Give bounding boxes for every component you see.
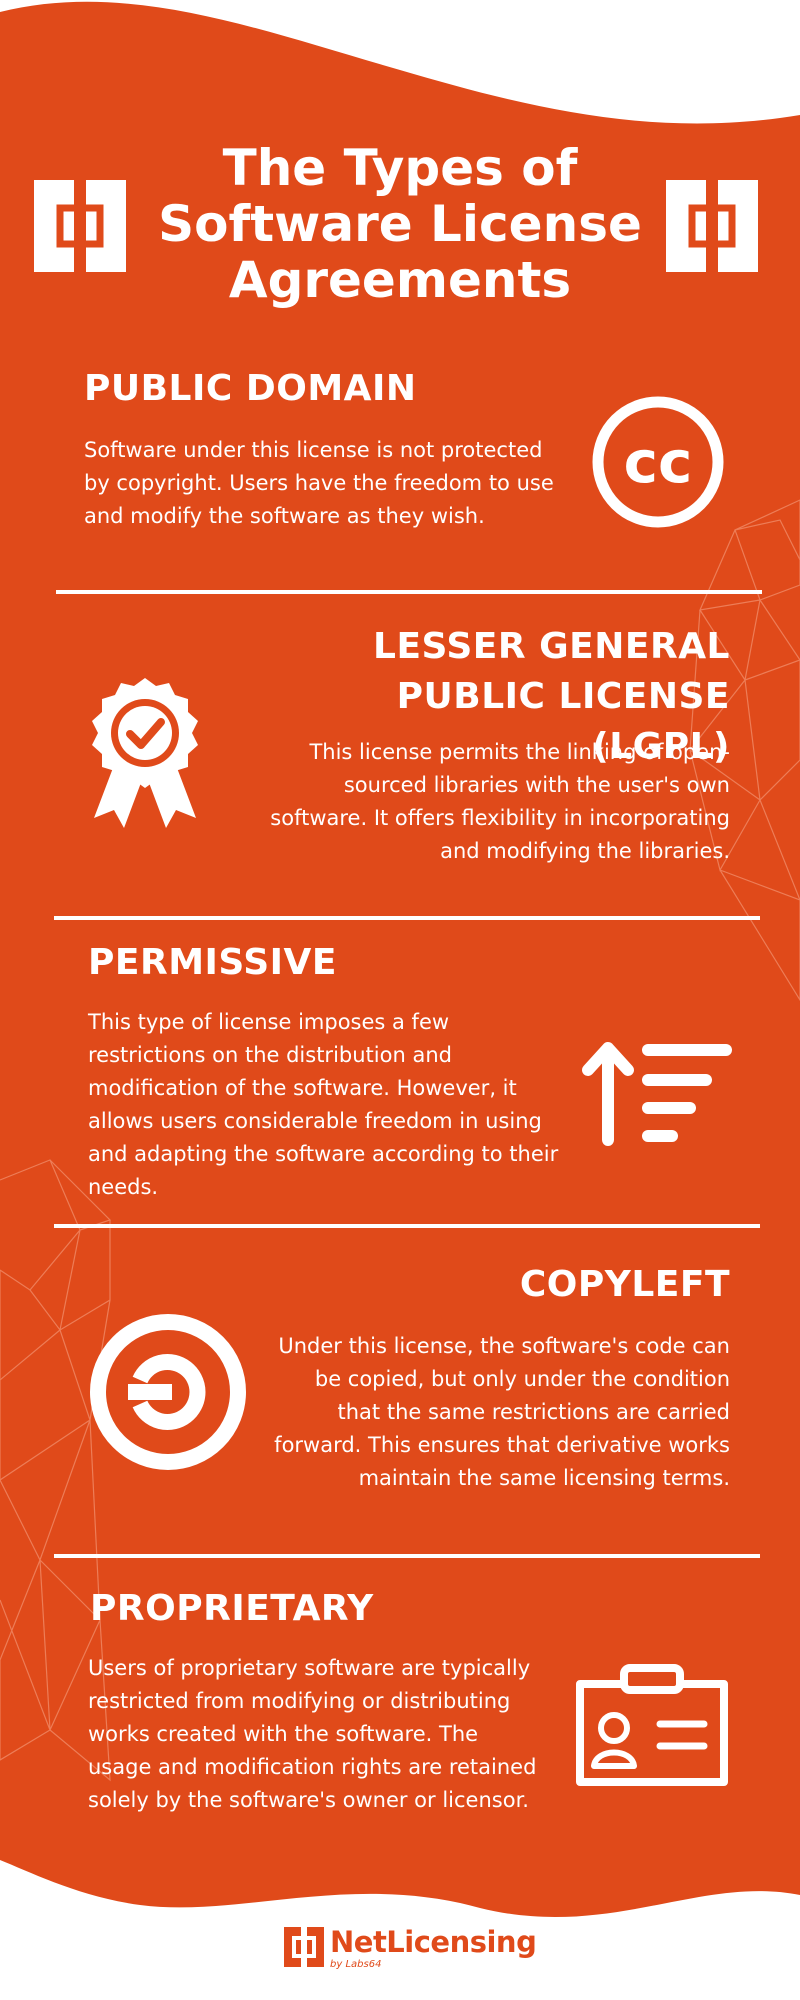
section-text-copyleft: Under this license, the software's code … (250, 1330, 730, 1495)
heading-line: PERMISSIVE (88, 942, 338, 983)
text-line: and modifying the libraries. (440, 839, 730, 863)
footer-brand: NetLicensing by Labs64 (284, 1925, 564, 1971)
section-heading-lgpl: LESSER GENERAL PUBLIC LICENSE (LGPL) (250, 622, 730, 772)
text-line: sourced libraries with the user's own (343, 773, 730, 797)
section-heading-permissive: PERMISSIVE (88, 938, 568, 988)
heading-line: PUBLIC LICENSE (LGPL) (396, 676, 730, 767)
heading-line: PROPRIETARY (90, 1588, 374, 1629)
section-heading-public-domain: PUBLIC DOMAIN (84, 364, 604, 414)
bracket-square-icon (666, 180, 758, 272)
section-divider (54, 1554, 760, 1558)
text-line: and modify the software as they wish. (84, 504, 485, 528)
text-line: software. It offers flexibility in incor… (270, 806, 730, 830)
page-title: The Types of Software License Agreements (140, 140, 660, 308)
sort-ascending-icon (580, 1040, 736, 1146)
title-line-2: Software License (158, 195, 642, 253)
header-logo-right (666, 180, 758, 272)
mesh-decoration-right (689, 499, 800, 1002)
text-line: by copyright. Users have the freedom to … (84, 471, 554, 495)
text-line: Software under this license is not prote… (84, 438, 543, 462)
text-line: forward. This ensures that derivative wo… (274, 1433, 730, 1457)
id-badge-icon (574, 1664, 730, 1788)
text-line: allows users considerable freedom in usi… (88, 1109, 542, 1133)
brand-name: NetLicensing (330, 1925, 537, 1959)
header-logo-left (34, 180, 126, 272)
text-line: needs. (88, 1175, 159, 1199)
title-line-1: The Types of (222, 139, 578, 197)
brand-byline: by Labs64 (330, 1959, 382, 1970)
text-line: and adapting the software according to t… (88, 1142, 559, 1166)
bracket-square-icon (34, 180, 126, 272)
heading-line: LESSER GENERAL (373, 626, 730, 667)
text-line: usage and modification rights are retain… (88, 1755, 537, 1779)
text-line: This type of license imposes a few (88, 1010, 450, 1034)
section-heading-proprietary: PROPRIETARY (90, 1584, 570, 1634)
heading-line: COPYLEFT (519, 1264, 730, 1305)
section-text-public-domain: Software under this license is not prote… (84, 434, 584, 533)
text-line: works created with the software. The (88, 1722, 479, 1746)
mesh-decoration-left (0, 1159, 112, 1782)
text-line: restricted from modifying or distributin… (88, 1689, 511, 1713)
section-heading-copyleft: COPYLEFT (330, 1260, 730, 1310)
creative-commons-icon: cc (590, 394, 726, 530)
text-line: modification of the software. However, i… (88, 1076, 517, 1100)
text-line: Under this license, the software's code … (278, 1334, 730, 1358)
netlicensing-logo-icon (284, 1927, 324, 1967)
section-divider (56, 590, 762, 594)
text-line: be copied, but only under the condition (314, 1367, 730, 1391)
section-text-proprietary: Users of proprietary software are typica… (88, 1652, 578, 1817)
text-line: restrictions on the distribution and (88, 1043, 452, 1067)
title-line-3: Agreements (228, 251, 572, 309)
section-divider (54, 1224, 760, 1228)
text-line: maintain the same licensing terms. (358, 1466, 730, 1490)
text-line: solely by the software's owner or licens… (88, 1788, 529, 1812)
text-line: that the same restrictions are carried (337, 1400, 730, 1424)
text-line: Users of proprietary software are typica… (88, 1656, 531, 1680)
cc-label: cc (624, 428, 693, 496)
section-text-permissive: This type of license imposes a few restr… (88, 1006, 588, 1204)
section-text-lgpl: This license permits the linking of open… (240, 736, 730, 868)
copyleft-icon (88, 1312, 248, 1472)
award-badge-icon (80, 672, 210, 832)
section-divider (54, 916, 760, 920)
heading-line: PUBLIC DOMAIN (84, 368, 417, 409)
text-line: This license permits the linking of open… (309, 740, 730, 764)
